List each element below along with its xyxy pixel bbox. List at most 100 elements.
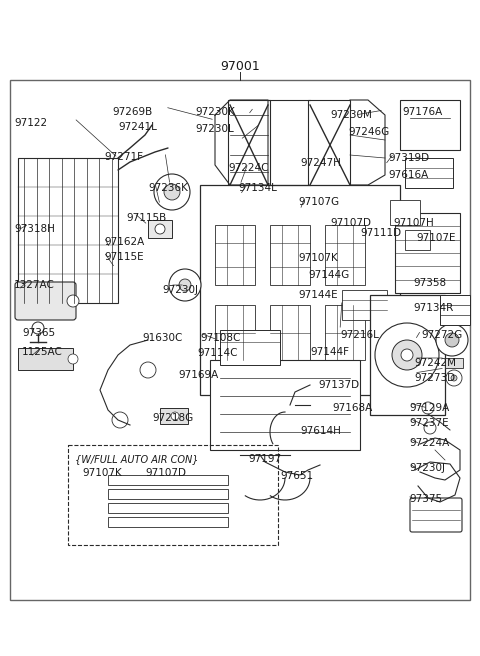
Text: 97224C: 97224C xyxy=(228,163,268,173)
Circle shape xyxy=(375,323,439,387)
Bar xyxy=(370,295,445,415)
Text: 97236K: 97236K xyxy=(148,183,188,193)
Bar xyxy=(308,100,350,188)
Text: 97115B: 97115B xyxy=(126,213,166,223)
Text: 97237E: 97237E xyxy=(409,418,449,428)
Bar xyxy=(18,348,73,370)
Bar xyxy=(228,100,270,188)
Text: 97122: 97122 xyxy=(14,118,47,128)
Bar xyxy=(215,225,255,285)
Text: 97107K: 97107K xyxy=(82,468,122,478)
Text: 97107E: 97107E xyxy=(416,233,456,243)
Circle shape xyxy=(422,402,434,414)
Text: 97230K: 97230K xyxy=(195,107,235,117)
Text: 91630C: 91630C xyxy=(142,333,182,343)
Text: 97107H: 97107H xyxy=(393,218,434,228)
Circle shape xyxy=(169,269,201,301)
Text: 97111D: 97111D xyxy=(360,228,401,238)
Text: 97162A: 97162A xyxy=(104,237,144,247)
Text: 97651: 97651 xyxy=(280,471,313,481)
Text: 97218G: 97218G xyxy=(152,413,193,423)
Text: 97273D: 97273D xyxy=(414,373,455,383)
Text: 97134L: 97134L xyxy=(238,183,277,193)
Text: 97230L: 97230L xyxy=(195,124,234,134)
Bar xyxy=(405,158,453,188)
Circle shape xyxy=(392,340,422,370)
Bar xyxy=(68,445,278,545)
Circle shape xyxy=(401,349,413,361)
Text: 1125AC: 1125AC xyxy=(22,347,63,357)
Bar xyxy=(148,220,172,238)
Bar xyxy=(200,185,400,395)
Text: 97319D: 97319D xyxy=(388,153,429,163)
Bar xyxy=(108,517,228,527)
Circle shape xyxy=(32,322,44,334)
Text: 97107K: 97107K xyxy=(298,253,338,263)
Bar xyxy=(215,305,255,360)
Bar xyxy=(160,408,188,424)
Circle shape xyxy=(424,422,436,434)
Bar xyxy=(108,489,228,499)
Text: 97144F: 97144F xyxy=(310,347,349,357)
Bar xyxy=(220,330,280,365)
Text: 97197: 97197 xyxy=(248,454,281,464)
Text: 97001: 97001 xyxy=(220,60,260,73)
Text: 97137D: 97137D xyxy=(318,380,359,390)
Bar xyxy=(440,295,470,325)
Text: 97169A: 97169A xyxy=(178,370,218,380)
Text: 97108C: 97108C xyxy=(200,333,240,343)
Text: 97616A: 97616A xyxy=(388,170,428,180)
Text: 97365: 97365 xyxy=(22,328,55,338)
Text: 97247H: 97247H xyxy=(300,158,341,168)
Text: 97246G: 97246G xyxy=(348,127,389,137)
Bar xyxy=(400,100,460,150)
Circle shape xyxy=(445,333,459,347)
Text: 97216L: 97216L xyxy=(340,330,379,340)
Circle shape xyxy=(446,370,462,386)
Circle shape xyxy=(451,375,457,381)
Bar xyxy=(210,360,360,450)
Text: 97358: 97358 xyxy=(413,278,446,288)
Text: 97107G: 97107G xyxy=(298,197,339,207)
Text: 97134R: 97134R xyxy=(413,303,453,313)
Circle shape xyxy=(171,412,179,420)
Text: 97114C: 97114C xyxy=(197,348,238,358)
Text: 97614H: 97614H xyxy=(300,426,341,436)
Circle shape xyxy=(164,184,180,200)
Text: {W/FULL AUTO AIR CON}: {W/FULL AUTO AIR CON} xyxy=(75,454,199,464)
Bar xyxy=(270,225,310,285)
Bar xyxy=(325,305,365,360)
Bar xyxy=(108,503,228,513)
Bar xyxy=(325,225,365,285)
Circle shape xyxy=(154,174,190,210)
Text: 97107D: 97107D xyxy=(330,218,371,228)
Circle shape xyxy=(155,224,165,234)
Text: 97144G: 97144G xyxy=(308,270,349,280)
Bar xyxy=(445,358,463,368)
Bar xyxy=(405,230,430,250)
Bar xyxy=(10,80,470,600)
FancyBboxPatch shape xyxy=(15,282,76,320)
Circle shape xyxy=(112,412,128,428)
Text: 97230M: 97230M xyxy=(330,110,372,120)
Text: 97272G: 97272G xyxy=(421,330,462,340)
Text: 97230J: 97230J xyxy=(162,285,198,295)
Text: 97129A: 97129A xyxy=(409,403,449,413)
Bar xyxy=(342,290,387,320)
Text: 97115E: 97115E xyxy=(104,252,144,262)
Text: 97242M: 97242M xyxy=(414,358,456,368)
Bar xyxy=(108,475,228,485)
Text: 97271F: 97271F xyxy=(104,152,143,162)
Bar xyxy=(390,200,420,225)
Text: 97107D: 97107D xyxy=(145,468,186,478)
Circle shape xyxy=(436,324,468,356)
Circle shape xyxy=(68,354,78,364)
Text: 97241L: 97241L xyxy=(118,122,157,132)
Text: 97269B: 97269B xyxy=(112,107,152,117)
Bar xyxy=(395,213,460,293)
Text: 97144E: 97144E xyxy=(298,290,337,300)
Circle shape xyxy=(67,295,79,307)
Text: 97168A: 97168A xyxy=(332,403,372,413)
Text: 97224A: 97224A xyxy=(409,438,449,448)
Text: 1327AC: 1327AC xyxy=(14,280,55,290)
